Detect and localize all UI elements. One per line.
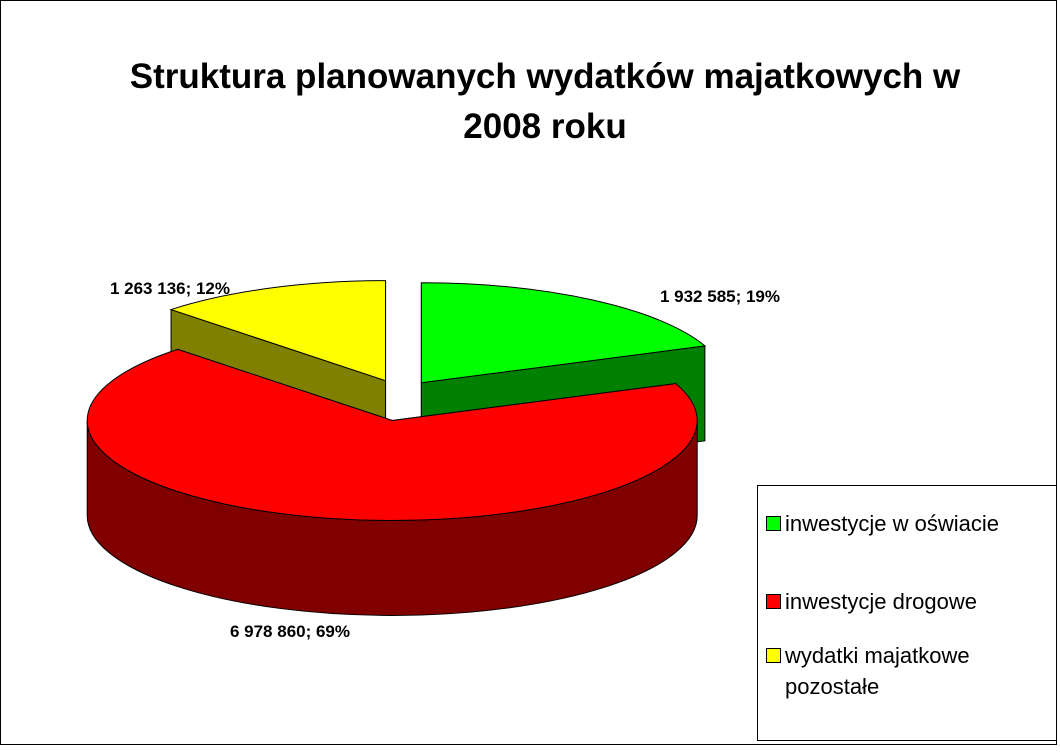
data-label: 1 932 585; 19% (660, 287, 780, 306)
legend-swatch (766, 516, 781, 531)
legend-label: inwestycje drogowe (785, 589, 977, 614)
slice (169, 280, 387, 382)
legend-swatch (766, 594, 781, 609)
legend-swatch (766, 648, 781, 663)
legend-entry: wydatki majatkowe pozostałe (766, 640, 1054, 702)
legend-entry: inwestycje w oświacie (766, 508, 1054, 539)
legend-label: inwestycje w oświacie (785, 511, 999, 536)
legend-label: wydatki majatkowe pozostałe (785, 643, 970, 699)
legend-entry: inwestycje drogowe (766, 586, 1054, 617)
data-label: 1 263 136; 12% (110, 279, 230, 298)
slice (86, 348, 698, 521)
data-label: 6 978 860; 69% (230, 622, 350, 641)
legend: inwestycje w oświacie inwestycje drogowe w… (757, 485, 1057, 741)
chart-title: Struktura planowanych wydatków majatkowy… (129, 57, 961, 146)
slice (420, 282, 707, 384)
